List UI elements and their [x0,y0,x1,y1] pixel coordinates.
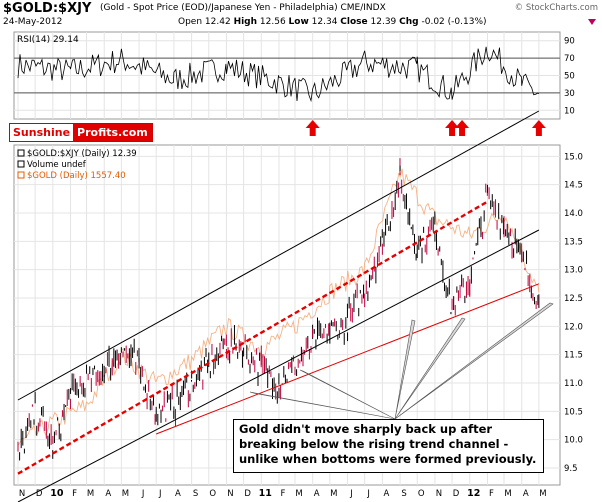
price-y-tick-label: 11.0 [564,379,583,389]
x-tick-label: D [453,489,460,499]
x-tick-label: A [314,489,320,499]
rsi-y-tick-label: 70 [564,54,575,64]
low-label: Low [288,17,309,27]
price-y-tick-label: 13.5 [564,237,583,247]
price-y-tick-label: 12.5 [564,294,583,304]
down-triangle-icon [588,19,596,25]
x-tick-label: 12 [467,488,480,499]
price-legend-label: $GOLD:$XJY (Daily) 12.39 [27,149,137,159]
callout-pointer [299,369,396,420]
x-tick-label: O [209,489,216,499]
price-y-tick-label: 10.5 [564,407,583,417]
x-tick-label: N [19,489,25,499]
x-tick-label: F [489,489,494,499]
up-arrow-icon [455,120,470,136]
legend-swatch [17,171,25,179]
price-y-tick-label: 14.0 [564,209,583,219]
trendline-dashed-red [17,200,489,475]
trendline-solid-red [156,283,540,435]
rsi-y-tick-label: 10 [564,106,575,116]
price-y-tick-label: 13.0 [564,266,583,276]
logo-part-1: Sunshine [13,126,71,139]
x-tick-label: M [87,489,94,499]
up-arrow-icon [445,120,460,136]
symbol: $GOLD:$XJY [3,1,92,16]
x-tick-label: A [523,489,529,499]
up-arrow-icon [305,120,320,136]
x-tick-label: J [349,489,353,499]
x-tick-label: J [158,489,162,499]
high-label: High [233,17,258,27]
x-tick-label: 11 [259,488,272,499]
x-tick-label: N [227,489,233,499]
x-tick-label: D [244,489,251,499]
rsi-y-tick-label: 30 [564,89,575,99]
price-y-tick-label: 12.0 [564,322,583,332]
open-value: 12.42 [204,17,231,27]
close-label: Close [340,17,368,27]
up-arrow-icon [531,120,546,136]
chart-header: $GOLD:$XJY (Gold - Spot Price (EOD)/Japa… [0,0,602,30]
x-tick-label: M [504,489,511,499]
x-tick-label: M [330,489,337,499]
rsi-y-tick-label: 90 [564,37,575,47]
price-y-tick-label: 15.0 [564,152,583,162]
x-tick-label: N [436,489,442,499]
price-y-tick-label: 11.5 [564,351,583,361]
high-value: 12.56 [259,17,286,27]
chg-label: Chg [399,17,419,27]
price-legend-label: Volume undef [27,160,87,170]
callout-pointer [394,317,466,420]
x-tick-label: F [72,489,77,499]
x-tick-label: M [122,489,129,499]
trendline-solid-black [17,229,540,502]
open-label: Open [178,17,203,27]
annotation-box: Gold didn't move sharply back up after b… [233,419,544,473]
legend-swatch [17,160,25,168]
sunshine-profits-logo: Sunshine Profits.com [9,123,153,142]
x-tick-label: F [281,489,286,499]
callout-pointer [394,302,554,420]
x-tick-label: S [193,489,198,499]
close-value: 12.39 [370,17,397,27]
logo-part-2: Profits.com [73,124,152,141]
callout-pointer [249,391,396,420]
low-value: 12.34 [311,17,338,27]
rsi-series-line [17,46,540,103]
symbol-description: (Gold - Spot Price (EOD)/Japanese Yen - … [100,3,386,13]
quote-summary: Open 12.42 High 12.56 Low 12.34 Close 12… [178,17,487,27]
x-tick-label: M [295,489,302,499]
x-tick-label: J [366,489,370,499]
x-tick-label: O [418,489,425,499]
price-y-tick-label: 10.0 [564,436,583,446]
x-tick-label: A [105,489,111,499]
price-legend-label: $GOLD (Daily) 1557.40 [27,171,126,181]
date-label: 24-May-2012 [3,17,63,27]
x-tick-label: A [175,489,181,499]
x-tick-label: M [539,489,546,499]
rsi-y-tick-label: 50 [564,72,575,82]
x-tick-label: J [141,489,145,499]
x-tick-label: 10 [50,488,64,499]
chg-value: -0.02 (-0.13%) [421,17,487,27]
price-y-tick-label: 14.5 [564,181,583,191]
trendline-solid-black [17,110,540,401]
price-y-tick-label: 9.5 [564,464,578,474]
rsi-legend-label: RSI(14) 29.14 [17,35,79,45]
callout-pointer [394,319,416,420]
x-tick-label: D [36,489,43,499]
source-label[interactable]: © StockCharts.com [514,3,598,13]
legend-swatch [17,149,25,157]
x-tick-label: S [401,489,406,499]
x-tick-label: A [383,489,389,499]
